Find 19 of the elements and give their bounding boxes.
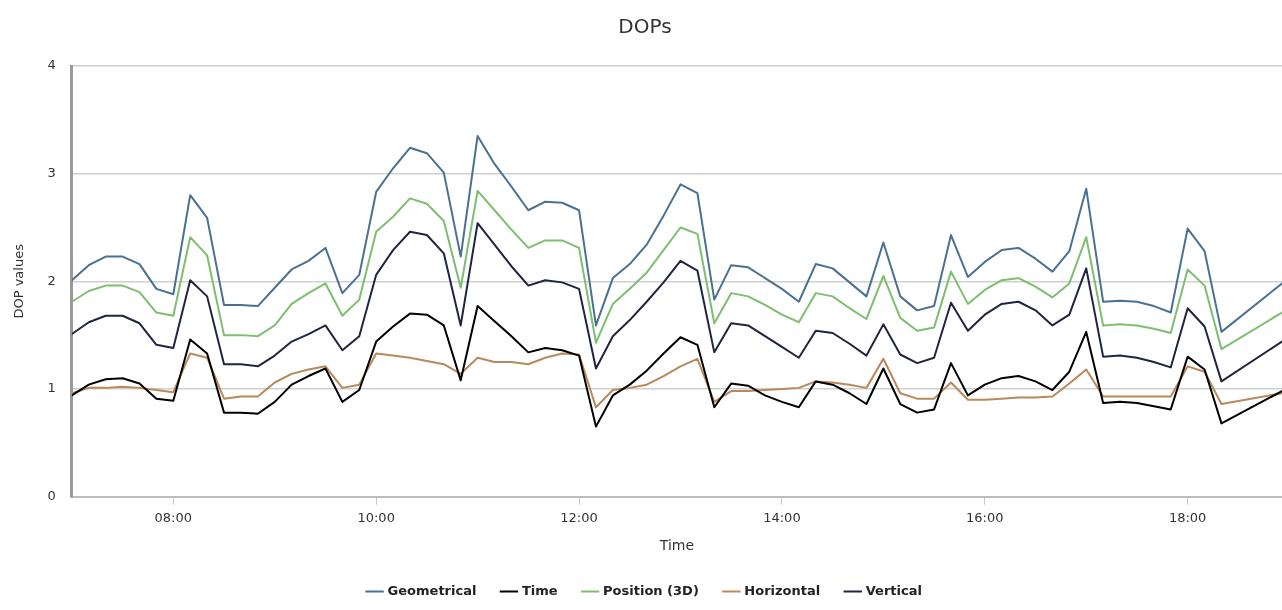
x-tick-label: 16:00 — [966, 509, 1004, 525]
x-tick-label: 14:00 — [763, 509, 801, 525]
legend-label: Geometrical — [387, 582, 477, 598]
x-tick-label: 18:00 — [1168, 509, 1207, 525]
legend-label: Position (3D) — [603, 582, 699, 598]
y-tick-label: 4 — [47, 57, 56, 73]
chart-title: DOPs — [618, 14, 672, 39]
y-tick-label: 1 — [47, 380, 56, 396]
y-tick-label: 2 — [47, 272, 56, 288]
x-tick-label: 10:00 — [357, 509, 395, 525]
legend-label: Horizontal — [744, 582, 821, 598]
legend-label: Time — [521, 582, 558, 598]
x-tick-label: 12:00 — [560, 509, 598, 525]
x-tick-label: 08:00 — [154, 509, 193, 525]
x-axis-title: Time — [658, 537, 695, 554]
y-axis-title: DOP values — [11, 243, 27, 319]
legend-label: Vertical — [865, 582, 922, 598]
y-tick-label: 0 — [47, 487, 56, 503]
y-tick-label: 3 — [47, 165, 56, 181]
